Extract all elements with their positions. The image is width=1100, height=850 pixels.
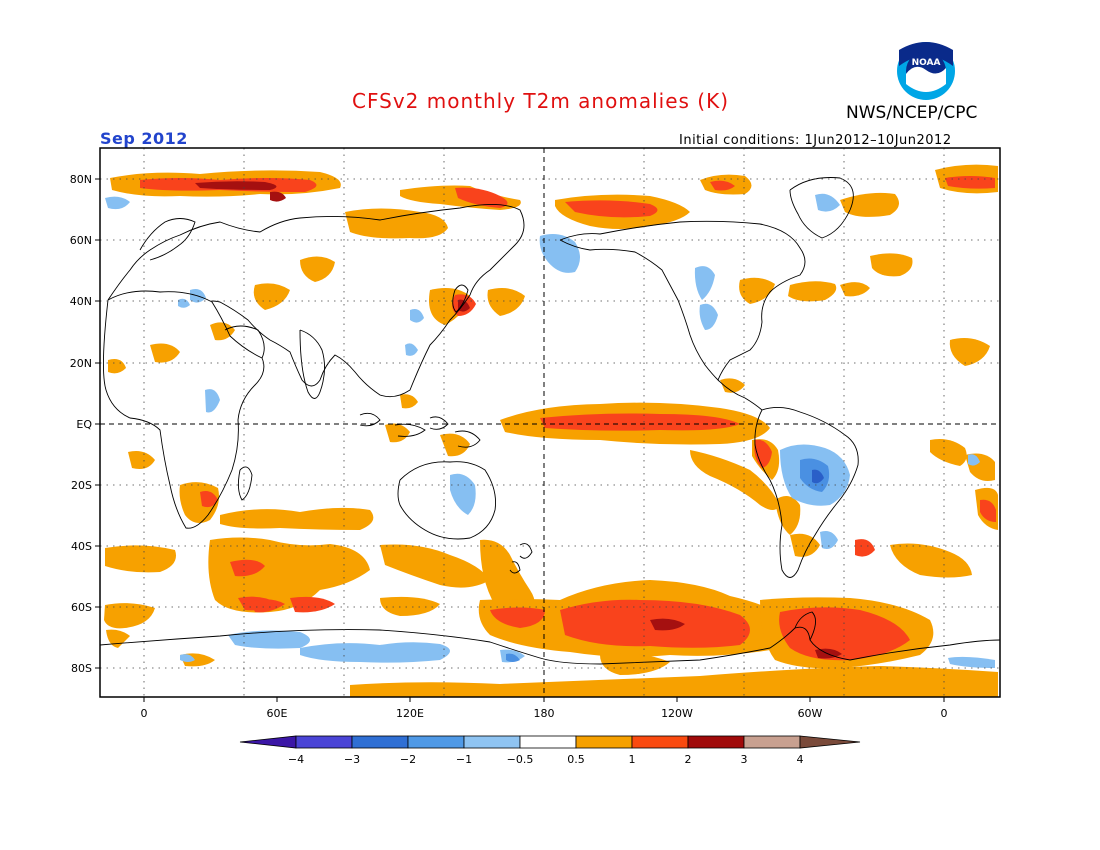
colorbar (239, 735, 861, 749)
colorbar-label: −2 (400, 753, 416, 766)
colorbar-swatch (239, 735, 297, 749)
colorbar-label: −3 (344, 753, 360, 766)
lon-label: 0 (141, 707, 148, 720)
valid-period-label: Sep 2012 (100, 129, 188, 148)
colorbar-label: −0.5 (507, 753, 534, 766)
colorbar-swatch (519, 735, 577, 749)
initial-conditions-label: Initial conditions: 1Jun2012–10Jun2012 (679, 133, 952, 148)
coastlines (100, 177, 1000, 665)
reference-lines (100, 148, 1000, 697)
cold-anomaly-areas-very-strong (812, 469, 824, 484)
colorbar-swatch (799, 735, 861, 749)
colorbar-swatch (351, 735, 409, 749)
colorbar-swatch (295, 735, 353, 749)
lat-label: 80S (71, 662, 92, 675)
lat-label: 60N (70, 234, 92, 247)
colorbar-label: 1 (629, 753, 636, 766)
colorbar-label: −4 (288, 753, 304, 766)
noaa-logo: NOAA (895, 40, 957, 106)
lon-label: 180 (534, 707, 555, 720)
chart-title: CFSv2 monthly T2m anomalies (K) (352, 89, 729, 113)
colorbar-label: 2 (685, 753, 692, 766)
colorbar-label: 4 (797, 753, 804, 766)
lon-label: 120W (661, 707, 693, 720)
colorbar-swatch (743, 735, 801, 749)
colorbar-label: 3 (741, 753, 748, 766)
colorbar-swatch (575, 735, 633, 749)
agency-label: NWS/NCEP/CPC (846, 103, 978, 123)
colorbar-swatch (407, 735, 465, 749)
lon-label: 120E (396, 707, 424, 720)
lat-label: EQ (76, 418, 92, 431)
colorbar-label: −1 (456, 753, 472, 766)
lat-label: 80N (70, 173, 92, 186)
lat-label: 40S (71, 540, 92, 553)
colorbar-swatch (631, 735, 689, 749)
lon-label: 0 (941, 707, 948, 720)
noaa-logo-text: NOAA (912, 58, 941, 68)
lon-label: 60W (798, 707, 823, 720)
map-frame (99, 147, 1001, 698)
colorbar-label: 0.5 (567, 753, 585, 766)
graticule (100, 148, 1000, 697)
lat-label: 20S (71, 479, 92, 492)
colorbar-swatch (687, 735, 745, 749)
lon-label: 60E (267, 707, 288, 720)
colorbar-swatch (463, 735, 521, 749)
lat-label: 20N (70, 357, 92, 370)
lat-label: 40N (70, 295, 92, 308)
lat-label: 60S (71, 601, 92, 614)
warm-anomaly-areas-very-strong (195, 181, 842, 659)
